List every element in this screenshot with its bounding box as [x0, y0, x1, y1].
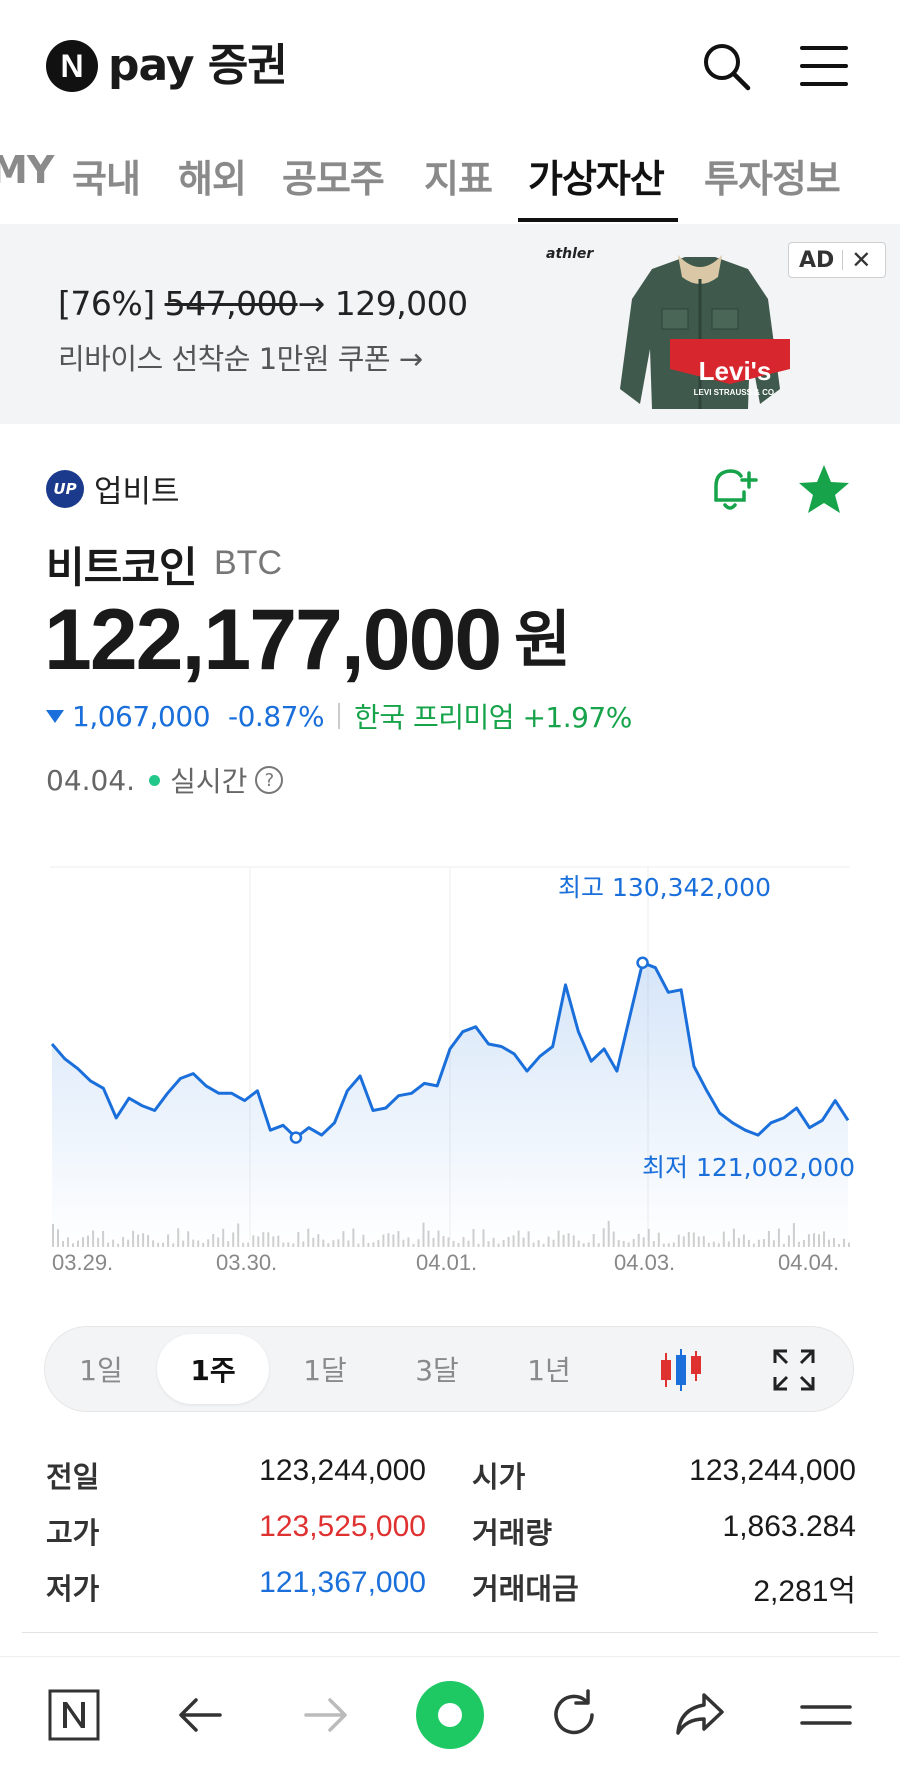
tab-ipo[interactable]: 공모주	[282, 157, 385, 201]
high-label: 고가	[46, 1516, 100, 1550]
levis-logo-text: Levi's	[698, 356, 772, 386]
ad-close-icon[interactable]: ✕	[851, 246, 872, 274]
open-label: 시가	[472, 1460, 526, 1494]
ad-label: AD	[799, 247, 835, 273]
category-tabs: MY 국내 해외 공모주 지표 가상자산 투자정보	[0, 140, 900, 224]
current-price: 122,177,000	[44, 592, 502, 688]
high-low-markers	[289, 956, 649, 1144]
prev-close-value: 123,244,000	[259, 1454, 426, 1487]
chart-canvas	[50, 866, 850, 1248]
x-tick-label: 04.01.	[416, 1250, 478, 1275]
down-triangle-icon	[46, 709, 64, 723]
price-line	[50, 961, 850, 1140]
x-tick-label: 03.29.	[52, 1250, 114, 1275]
realtime-label: 실시간	[170, 765, 248, 798]
tab-virtual-assets[interactable]: 가상자산	[528, 157, 665, 201]
amount-value: 2,281억	[753, 1575, 856, 1608]
volume-value: 1,863.284	[722, 1510, 856, 1543]
ad-jacket-image	[620, 255, 790, 409]
exchange-row[interactable]: UP 업비트	[46, 466, 180, 511]
ad-discount: [76%]	[58, 284, 165, 323]
ad-badge[interactable]: AD ✕	[788, 242, 886, 278]
green-dot-icon[interactable]	[414, 1679, 486, 1751]
low-label: 저가	[46, 1572, 100, 1606]
change-row: 1,067,000 -0.87% 한국 프리미엄 +1.97%	[46, 696, 632, 736]
ad-subtitle: 리바이스 선착순 1만원 쿠폰 →	[58, 342, 423, 376]
ad-brand-label: athler	[546, 246, 594, 262]
volume-bar	[848, 1242, 850, 1247]
open-value: 123,244,000	[689, 1454, 856, 1487]
bell-add-alert-icon[interactable]	[704, 462, 758, 516]
period-3m-button[interactable]: 3달	[415, 1354, 459, 1387]
stats-row: 전일 123,244,000 시가 123,244,000	[46, 1454, 856, 1504]
exchange-name: 업비트	[94, 474, 180, 510]
ad-new-price: → 129,000	[297, 284, 469, 323]
forward-arrow-icon[interactable]	[296, 1685, 356, 1745]
fullscreen-icon[interactable]	[771, 1347, 817, 1393]
refresh-icon[interactable]	[544, 1685, 604, 1745]
tab-investment-info[interactable]: 투자정보	[704, 157, 841, 201]
stats-row: 저가 121,367,000 거래대금 2,281억	[46, 1566, 856, 1616]
high-value: 123,525,000	[259, 1510, 426, 1543]
stats-row: 고가 123,525,000 거래량 1,863.284	[46, 1510, 856, 1560]
logo-text: pay 증권	[108, 40, 288, 91]
back-arrow-icon[interactable]	[170, 1685, 230, 1745]
price-area-fill	[52, 962, 848, 1248]
period-1y-button[interactable]: 1년	[527, 1354, 571, 1387]
hamburger-menu-icon[interactable]	[796, 38, 852, 94]
volume-label: 거래량	[472, 1516, 553, 1550]
bottom-nav-bar	[0, 1656, 900, 1773]
chart-high-label: 최고 130,342,000	[558, 873, 771, 902]
ad-old-price: 547,000	[164, 284, 298, 323]
x-tick-label: 04.03.	[614, 1250, 676, 1275]
tab-indicators[interactable]: 지표	[424, 157, 493, 201]
change-percent: -0.87%	[228, 699, 325, 733]
change-amount: 1,067,000	[72, 699, 211, 733]
tab-my[interactable]: MY	[0, 148, 54, 192]
candlestick-chart-icon[interactable]	[658, 1347, 704, 1393]
low-marker	[289, 1131, 303, 1144]
high-marker	[636, 956, 649, 969]
chart-low-label: 최저 121,002,000	[642, 1153, 855, 1182]
active-tab-indicator	[518, 218, 678, 222]
price-chart[interactable]: 최고 130,342,000 최저 121,002,000 03.29. 03.…	[0, 850, 900, 1280]
period-selector: 1일 1주 1달 3달 1년	[44, 1326, 854, 1412]
period-1d-button[interactable]: 1일	[79, 1354, 123, 1387]
search-icon[interactable]	[698, 38, 754, 94]
favorite-star-icon[interactable]	[796, 462, 852, 518]
coin-symbol: BTC	[214, 544, 282, 582]
x-tick-label: 04.04.	[778, 1250, 840, 1275]
app-header: N pay 증권	[0, 0, 900, 130]
period-1m-button[interactable]: 1달	[303, 1354, 347, 1387]
price-unit: 원	[514, 603, 572, 676]
help-icon[interactable]: ?	[255, 766, 284, 794]
x-tick-label: 03.30.	[216, 1250, 278, 1275]
npay-logo[interactable]: N pay 증권	[46, 40, 288, 92]
upbit-logo-icon: UP	[46, 469, 84, 508]
ad-title: [76%] 547,000→ 129,000	[58, 284, 468, 323]
date-row: 04.04. 실시간 ?	[46, 760, 284, 800]
price-date: 04.04.	[46, 763, 136, 797]
naver-n-icon: N	[46, 40, 98, 92]
realtime-dot-icon	[149, 774, 161, 786]
tab-domestic[interactable]: 국내	[72, 157, 141, 201]
prev-close-label: 전일	[46, 1460, 100, 1494]
levis-logo-subtext: LEVI STRAUSS & CO.	[693, 388, 777, 397]
ad-badge-divider	[842, 250, 844, 270]
naver-home-icon[interactable]	[44, 1685, 104, 1745]
ad-banner[interactable]: [76%] 547,000→ 129,000 리바이스 선착순 1만원 쿠폰 →…	[0, 224, 900, 424]
amount-label: 거래대금	[472, 1572, 579, 1606]
low-value: 121,367,000	[259, 1566, 426, 1599]
period-1w-button[interactable]: 1주	[157, 1334, 269, 1404]
korea-premium[interactable]: 한국 프리미엄 +1.97%	[354, 701, 632, 734]
section-divider	[22, 1632, 878, 1633]
coin-name: 비트코인	[46, 543, 198, 592]
menu-icon[interactable]	[796, 1685, 856, 1745]
divider	[338, 703, 341, 729]
tab-overseas[interactable]: 해외	[178, 157, 247, 201]
share-icon[interactable]	[670, 1685, 730, 1745]
